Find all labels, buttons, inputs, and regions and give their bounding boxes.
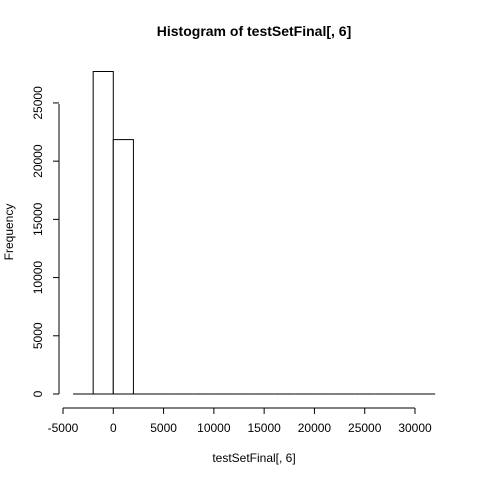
y-tick-label: 10000	[31, 261, 45, 295]
x-axis-label: testSetFinal[, 6]	[212, 451, 295, 465]
x-tick-label: 0	[110, 421, 117, 435]
x-tick-label: 5000	[150, 421, 177, 435]
y-tick-label: 5000	[31, 322, 45, 349]
x-tick-label: -5000	[48, 421, 79, 435]
y-tick-label: 20000	[31, 144, 45, 178]
x-tick-label: 30000	[398, 421, 432, 435]
x-tick-label: 10000	[197, 421, 231, 435]
y-axis: 0 5000 10000 15000 20000 25000	[31, 86, 60, 397]
histogram-bar	[92, 71, 114, 395]
y-tick-label: 25000	[31, 86, 45, 120]
y-axis-label: Frequency	[2, 204, 16, 261]
y-tick-label: 15000	[31, 202, 45, 236]
chart-title: Histogram of testSetFinal[, 6]	[157, 23, 351, 39]
x-tick-label: 25000	[348, 421, 382, 435]
y-tick-label: 0	[31, 390, 45, 397]
bars-group	[73, 71, 436, 395]
x-axis: -5000 0 5000 10000 15000 20000 25000 30000	[48, 407, 432, 435]
x-tick-label: 15000	[247, 421, 281, 435]
x-tick-label: 20000	[298, 421, 332, 435]
histogram-bar	[112, 139, 134, 395]
